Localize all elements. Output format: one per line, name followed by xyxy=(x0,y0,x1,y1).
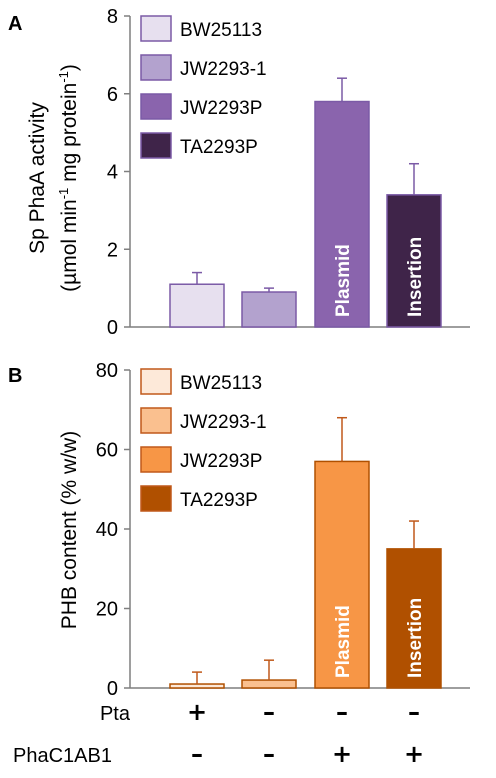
panel-a-bar-label: Insertion xyxy=(405,237,426,317)
panel-b-legend-label: BW25113 xyxy=(180,373,262,394)
panel-a-y-tick-label: 6 xyxy=(107,84,118,106)
panel-b-y-tick-label: 80 xyxy=(96,360,118,382)
panel-a-ylabel-line2: (µmol min-1 mg protein-1) xyxy=(56,64,81,292)
panel-a-y-tick-label: 4 xyxy=(107,162,118,184)
genotype-row-label: Pta xyxy=(100,703,131,725)
panel-a-y-tick-label: 0 xyxy=(107,317,118,339)
panel-a-legend-swatch xyxy=(140,132,172,159)
panel-a-plot: 0 2 4 6 8 Plasmid Insertion xyxy=(107,6,470,339)
minus-sign: – xyxy=(263,740,275,768)
panel-b-y-tick-label: 40 xyxy=(96,519,118,541)
panel-a-y-tick-label: 8 xyxy=(107,6,118,28)
panel-b-bar-bw25113 xyxy=(169,683,225,689)
panel-b-legend-swatch xyxy=(140,368,172,395)
panel-b: B PHB content (% w/w) 0 20 40 60 80 Plasmid In… xyxy=(8,360,470,700)
panel-a-legend-label: BW25113 xyxy=(180,20,262,41)
panel-b-y-tick-label: 60 xyxy=(96,440,118,462)
panel-a-legend: BW25113 JW2293-1 JW2293P TA2293P xyxy=(140,15,267,159)
minus-sign: – xyxy=(336,698,348,726)
panel-b-bar-label: Insertion xyxy=(405,598,426,678)
panel-a-legend-label: TA2293P xyxy=(180,137,258,158)
panel-a-legend-label: JW2293P xyxy=(180,98,262,119)
plus-sign: + xyxy=(332,740,352,768)
panel-a-legend-swatch xyxy=(140,93,172,120)
panel-a-legend-swatch xyxy=(140,54,172,81)
panel-a-bar-jw2293-1 xyxy=(241,291,297,328)
panel-a: A Sp PhaA activity (µmol min-1 mg protei… xyxy=(8,6,470,339)
minus-sign: – xyxy=(408,698,420,726)
panel-a-bar-jw2293p xyxy=(314,100,370,328)
panel-b-ylabel: PHB content (% w/w) xyxy=(58,431,81,629)
panel-a-legend-label: JW2293-1 xyxy=(180,59,267,80)
panel-b-bar-label: Plasmid xyxy=(333,605,354,678)
panel-b-plot: 0 20 40 60 80 Plasmid Insertion xyxy=(96,360,470,700)
minus-sign: – xyxy=(263,698,275,726)
panel-a-bar-ta2293p xyxy=(386,194,442,328)
panel-b-legend: BW25113 JW2293-1 JW2293P TA2293P xyxy=(140,368,267,512)
ylabel-part-post: ) xyxy=(58,64,81,71)
panel-letter-b: B xyxy=(8,365,22,387)
genotype-row-label: PhaC1AB1 xyxy=(13,745,112,767)
ylabel-sup-1: -1 xyxy=(56,188,71,200)
panel-a-ylabel-line1: Sp PhaA activity xyxy=(26,102,49,254)
panel-b-legend-swatch xyxy=(140,485,172,512)
panel-b-legend-swatch xyxy=(140,407,172,434)
panel-a-y-tick-label: 2 xyxy=(107,239,118,261)
panel-b-y-tick-label: 0 xyxy=(107,678,118,700)
panel-b-bar-jw2293p xyxy=(314,460,370,689)
genotype-table: Pta + – – – PhaC1AB1 – – + + xyxy=(13,698,424,768)
panel-a-legend-swatch xyxy=(140,15,172,42)
panel-b-legend-label: TA2293P xyxy=(180,490,258,511)
ylabel-part-pre: (µmol min xyxy=(58,199,81,292)
ylabel-sup-2: -1 xyxy=(56,71,71,83)
panel-letter-a: A xyxy=(8,13,22,35)
panel-b-legend-label: JW2293P xyxy=(180,451,262,472)
panel-a-bar-bw25113 xyxy=(169,283,225,328)
plus-sign: + xyxy=(187,698,207,726)
panel-b-legend-label: JW2293-1 xyxy=(180,412,267,433)
ylabel-part-mid: mg protein xyxy=(58,83,81,188)
plus-sign: + xyxy=(404,740,424,768)
panel-b-bar-jw2293-1 xyxy=(241,679,297,689)
panel-b-bar-ta2293p xyxy=(386,548,442,689)
panel-a-bar-label: Plasmid xyxy=(333,244,354,317)
panel-b-y-tick-label: 20 xyxy=(96,599,118,621)
panel-b-legend-swatch xyxy=(140,446,172,473)
minus-sign: – xyxy=(191,740,203,768)
